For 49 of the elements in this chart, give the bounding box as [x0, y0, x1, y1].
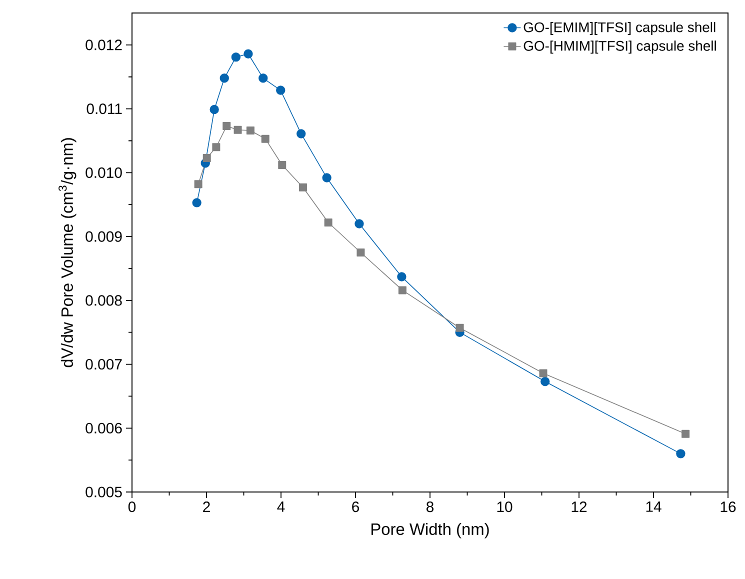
y-tick-label: 0.005: [86, 486, 122, 498]
point: [222, 122, 231, 130]
y-tick-label: 0.009: [86, 231, 122, 242]
point: [194, 180, 202, 188]
point: [539, 369, 548, 378]
point: [210, 104, 219, 114]
point: [456, 324, 464, 332]
point: [192, 198, 202, 208]
point: [202, 154, 211, 162]
point: [244, 49, 253, 58]
y-tick-label: 0.006: [86, 422, 122, 434]
x-tick-label: 2: [203, 502, 210, 512]
x-tick-label: 4: [277, 502, 285, 512]
x-tick-label: 16: [720, 502, 736, 512]
point: [540, 376, 550, 386]
point: [246, 126, 254, 135]
point: [356, 248, 365, 257]
y-tick-label: 0.010: [86, 167, 122, 178]
x-tick-label: 6: [352, 502, 360, 512]
y-tick-label: 0.012: [86, 40, 122, 50]
x-tick-label: 14: [646, 502, 662, 512]
point: [397, 272, 406, 282]
point: [278, 161, 286, 170]
point: [682, 430, 690, 438]
point: [220, 74, 229, 83]
point: [324, 218, 332, 226]
point: [322, 173, 332, 182]
y-tick-label: 0.008: [86, 295, 122, 306]
x-tick-label: 0: [128, 502, 136, 512]
point: [354, 219, 364, 228]
point: [231, 52, 241, 62]
point: [234, 126, 242, 134]
y-tick-label: 0.007: [86, 358, 122, 370]
point: [676, 449, 686, 458]
point: [212, 143, 220, 152]
point: [298, 183, 307, 192]
point: [261, 134, 270, 143]
x-axis-title: Pore Width (nm): [372, 522, 489, 538]
x-tick-label: 8: [426, 502, 434, 512]
x-tick-label: 10: [497, 502, 512, 512]
point: [276, 86, 286, 95]
y-tick-label: 0.011: [86, 104, 122, 114]
point: [296, 129, 306, 138]
legend-label: GO-[EMIM][TFSI] capsule shell: [524, 22, 716, 35]
y-axis-title: dV/dw Pore Volume (cm$^{3}$/g·nm): [58, 138, 76, 368]
x-tick-label: 12: [572, 502, 587, 512]
point: [258, 74, 268, 83]
legend-label: GO-[HMIM][TFSI] capsule shell: [524, 40, 716, 54]
point: [398, 286, 406, 294]
